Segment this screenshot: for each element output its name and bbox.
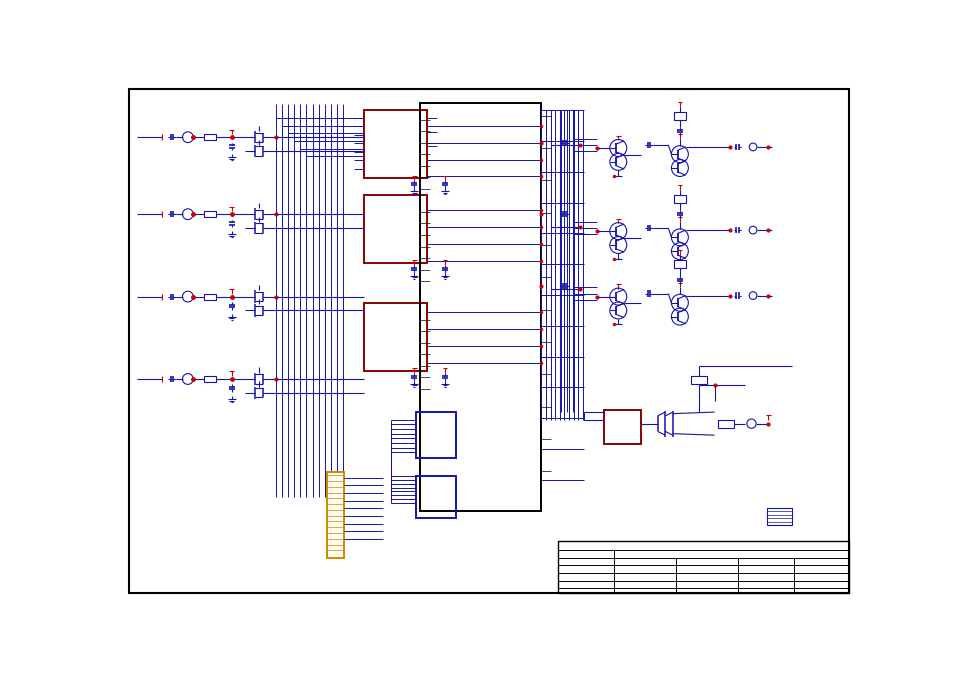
Bar	[416, 412, 456, 458]
Bar	[673, 112, 685, 119]
Bar	[718, 420, 733, 427]
Bar	[364, 110, 427, 178]
Bar	[204, 211, 216, 217]
Bar	[364, 303, 427, 371]
Bar	[364, 195, 427, 263]
Bar	[327, 472, 344, 558]
Bar	[673, 195, 685, 202]
Bar	[603, 410, 640, 443]
Bar	[416, 476, 456, 518]
Bar	[766, 508, 791, 524]
Bar	[204, 134, 216, 140]
Bar	[204, 294, 216, 300]
Bar	[419, 103, 540, 511]
Bar	[558, 541, 847, 593]
Bar	[204, 376, 216, 382]
Bar	[691, 376, 706, 383]
Bar	[673, 261, 685, 268]
